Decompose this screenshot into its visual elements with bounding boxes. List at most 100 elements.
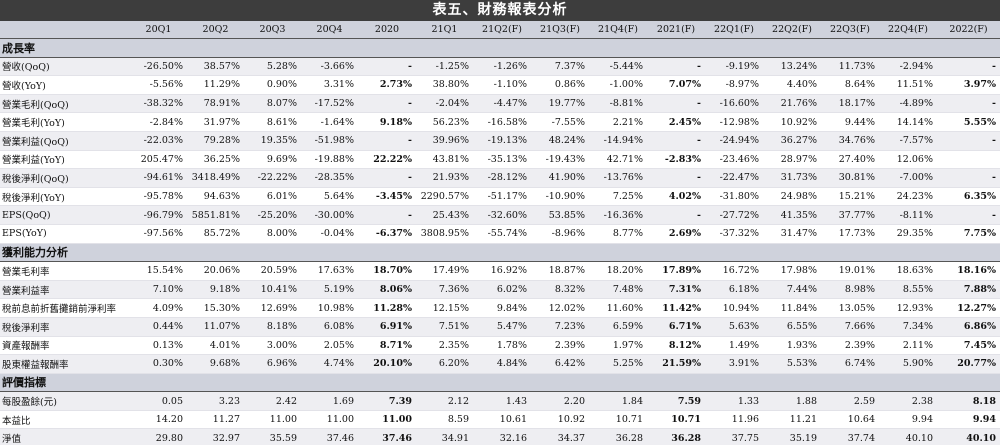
table-cell: 15.21% bbox=[821, 187, 879, 207]
table-cell: 4.09% bbox=[130, 298, 187, 318]
table-cell: 2.21% bbox=[589, 112, 647, 132]
table-cell: -7.57% bbox=[879, 131, 937, 151]
table-cell: 18.63% bbox=[879, 261, 937, 281]
row-label: 資產報酬率 bbox=[0, 336, 130, 356]
table-cell: 2.35% bbox=[416, 336, 473, 356]
table-cell: 9.69% bbox=[244, 150, 301, 170]
table-cell: 31.73% bbox=[763, 168, 821, 188]
table-cell: 7.51% bbox=[416, 317, 473, 337]
table-cell: -16.60% bbox=[705, 94, 763, 114]
table-cell: 5.90% bbox=[879, 354, 937, 374]
table-cell: -6.37% bbox=[358, 224, 416, 244]
table-cell: -8.11% bbox=[879, 205, 937, 225]
table-cell: 1.88 bbox=[763, 391, 821, 411]
table-row: 每股盈餘(元) 0.05 3.23 2.42 1.69 7.39 2.12 1.43 2.20 1… bbox=[0, 391, 1000, 411]
table-cell: 28.97% bbox=[763, 150, 821, 170]
table-cell: -22.03% bbox=[130, 131, 187, 151]
table-cell: 37.75 bbox=[705, 428, 763, 445]
table-cell: 29.35% bbox=[879, 224, 937, 244]
table-cell: 7.36% bbox=[416, 280, 473, 300]
table-cell: - bbox=[937, 168, 1000, 188]
table-cell: 32.16 bbox=[473, 428, 531, 445]
table-cell: 0.05 bbox=[130, 391, 187, 411]
column-header: 21Q4(F) bbox=[589, 21, 647, 39]
table-cell: 7.48% bbox=[589, 280, 647, 300]
table-cell: 4.84% bbox=[473, 354, 531, 374]
table-row: 營業毛利(QoQ) -38.32% 78.91% 8.07% -17.52% - -2.04… bbox=[0, 94, 1000, 114]
row-label: 稅後淨利(QoQ) bbox=[0, 168, 130, 188]
table-cell: 20.06% bbox=[187, 261, 244, 281]
table-cell: -1.64% bbox=[301, 112, 358, 132]
section-header: 成長率 bbox=[0, 38, 1000, 58]
table-cell: 2.42 bbox=[244, 391, 301, 411]
table-cell: - bbox=[647, 131, 705, 151]
table-cell: 4.01% bbox=[187, 336, 244, 356]
row-label: 稅前息前折舊攤銷前淨利率 bbox=[0, 298, 130, 318]
table-cell: 14.14% bbox=[879, 112, 937, 132]
table-cell: 2.38 bbox=[879, 391, 937, 411]
table-cell: - bbox=[358, 131, 416, 151]
column-header: 2020 bbox=[358, 21, 416, 39]
row-label: 每股盈餘(元) bbox=[0, 391, 130, 411]
column-header: 20Q1 bbox=[130, 21, 187, 39]
table-cell: 37.74 bbox=[821, 428, 879, 445]
table-cell: 8.71% bbox=[358, 336, 416, 356]
table-cell: 29.80 bbox=[130, 428, 187, 445]
table-cell: 48.24% bbox=[531, 131, 589, 151]
table-cell: 8.18 bbox=[937, 391, 1000, 411]
table-cell: 7.59 bbox=[647, 391, 705, 411]
table-cell: 12.02% bbox=[531, 298, 589, 318]
table-cell: 5.47% bbox=[473, 317, 531, 337]
table-cell: 6.01% bbox=[244, 187, 301, 207]
table-cell: - bbox=[358, 94, 416, 114]
table-cell: 31.97% bbox=[187, 112, 244, 132]
table-cell: -30.00% bbox=[301, 205, 358, 225]
table-cell: 34.76% bbox=[821, 131, 879, 151]
table-cell: 85.72% bbox=[187, 224, 244, 244]
column-header-row: 20Q1 20Q2 20Q3 20Q4 2020 21Q1 21Q2(F) 21Q3(F) 21… bbox=[0, 21, 1000, 39]
table-cell: 24.98% bbox=[763, 187, 821, 207]
table-cell: 40.10 bbox=[879, 428, 937, 445]
table-cell: -9.19% bbox=[705, 57, 763, 77]
table-cell: 3.00% bbox=[244, 336, 301, 356]
table-row: EPS(QoQ) -96.79% 5851.81% -25.20% -30.00% -25… bbox=[0, 205, 1000, 225]
table-cell bbox=[937, 150, 1000, 170]
table-cell: 3418.49% bbox=[187, 168, 244, 188]
table-cell: 8.98% bbox=[821, 280, 879, 300]
table-cell: 5851.81% bbox=[187, 205, 244, 225]
table-cell: 1.93% bbox=[763, 336, 821, 356]
table-cell: 56.23% bbox=[416, 112, 473, 132]
table-cell: -51.98% bbox=[301, 131, 358, 151]
table-cell: 13.24% bbox=[763, 57, 821, 77]
table-cell: 12.15% bbox=[416, 298, 473, 318]
table-cell: 5.28% bbox=[244, 57, 301, 77]
table-cell: -17.52% bbox=[301, 94, 358, 114]
table-cell: 9.68% bbox=[187, 354, 244, 374]
table-cell: 12.27% bbox=[937, 298, 1000, 318]
row-label: 營收(QoQ) bbox=[0, 57, 130, 77]
column-header: 21Q2(F) bbox=[473, 21, 531, 39]
table-cell: 38.80% bbox=[416, 75, 473, 95]
row-label: 營業利益(QoQ) bbox=[0, 131, 130, 151]
column-header: 22Q4(F) bbox=[879, 21, 937, 39]
table-cell: -2.83% bbox=[647, 150, 705, 170]
table-cell: - bbox=[358, 57, 416, 77]
table-cell: 10.64 bbox=[821, 410, 879, 430]
table-cell: 78.91% bbox=[187, 94, 244, 114]
table-cell: -25.20% bbox=[244, 205, 301, 225]
table-cell: 3.31% bbox=[301, 75, 358, 95]
table-cell: 35.19 bbox=[763, 428, 821, 445]
table-cell: -8.97% bbox=[705, 75, 763, 95]
table-cell: -19.13% bbox=[473, 131, 531, 151]
table-cell: 9.44% bbox=[821, 112, 879, 132]
column-header: 22Q2(F) bbox=[763, 21, 821, 39]
table-cell: -5.44% bbox=[589, 57, 647, 77]
table-cell: -37.32% bbox=[705, 224, 763, 244]
financial-table: 20Q1 20Q2 20Q3 20Q4 2020 21Q1 21Q2(F) 21Q3(F) 21… bbox=[0, 21, 1000, 445]
table-cell: 12.06% bbox=[879, 150, 937, 170]
column-header: 2022(F) bbox=[937, 21, 1000, 39]
table-cell: 16.92% bbox=[473, 261, 531, 281]
table-cell: 8.32% bbox=[531, 280, 589, 300]
row-label: 稅後淨利率 bbox=[0, 317, 130, 337]
table-cell: 9.94 bbox=[937, 410, 1000, 430]
